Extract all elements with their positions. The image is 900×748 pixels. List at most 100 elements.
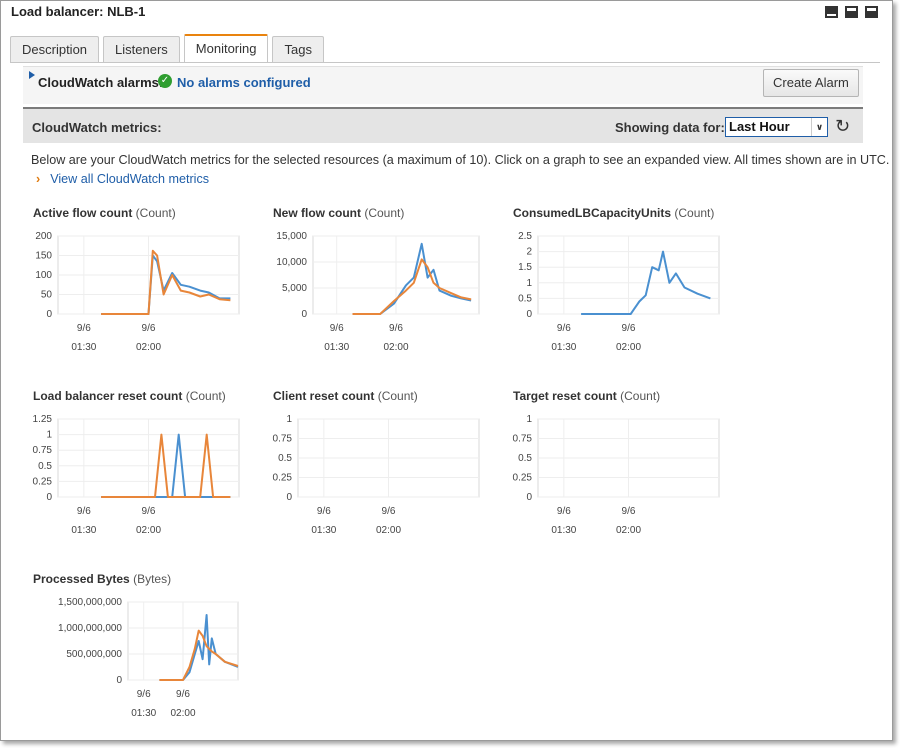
chart-svg: 0 50 100 150 200 9/6 01:30 9/6 02:00	[35, 231, 240, 353]
x-tick-date: 9/6	[77, 323, 91, 334]
chart-title-name: Load balancer reset count	[33, 389, 183, 403]
metrics-description: Below are your CloudWatch metrics for th…	[31, 153, 890, 167]
chart-title-unit: (Count)	[182, 389, 226, 403]
refresh-icon[interactable]: ↻	[835, 116, 851, 136]
y-tick-label: 0.25	[33, 476, 53, 487]
y-tick-label: 1.5	[518, 262, 532, 273]
y-tick-label: 15,000	[276, 231, 307, 242]
alarms-status: No alarms configured	[177, 75, 311, 90]
y-tick-label: 5,000	[282, 283, 307, 294]
expand-triangle-icon[interactable]	[29, 71, 35, 79]
y-tick-label: 0.75	[33, 445, 53, 456]
chart-title-unit: (Count)	[671, 206, 715, 220]
x-tick-date: 9/6	[142, 323, 156, 334]
create-alarm-button[interactable]: Create Alarm	[763, 69, 859, 97]
y-tick-label: 1,000,000,000	[58, 623, 122, 634]
x-tick-time: 02:00	[136, 342, 161, 353]
y-tick-label: 0	[526, 309, 532, 320]
series-line	[159, 614, 239, 681]
chart-client-reset-count[interactable]: Client reset count (Count) 0 0.25 0.5 0.75 1 9…	[273, 389, 503, 549]
chart-title: Processed Bytes (Bytes)	[33, 572, 171, 586]
tab-listeners[interactable]: Listeners	[103, 36, 180, 63]
chart-target-reset-count[interactable]: Target reset count (Count) 0 0.25 0.5 0.75 1 9…	[513, 389, 743, 549]
y-tick-label: 0.25	[513, 473, 533, 484]
view-all-metrics-link[interactable]: › View all CloudWatch metrics	[36, 172, 209, 186]
chart-title-name: ConsumedLBCapacityUnits	[513, 206, 672, 220]
chart-title-name: Processed Bytes	[33, 572, 130, 586]
x-tick-date: 9/6	[317, 506, 331, 517]
chart-title-unit: (Bytes)	[129, 572, 172, 586]
chart-title: Target reset count (Count)	[513, 389, 660, 403]
metrics-label: CloudWatch metrics:	[32, 120, 162, 135]
x-tick-time: 01:30	[311, 525, 336, 536]
chart-svg: 0 500,000,000 1,000,000,000 1,500,000,000 9/…	[58, 597, 239, 719]
chart-title-unit: (Count)	[374, 389, 418, 403]
cloudwatch-metrics-header: CloudWatch metrics: Showing data for: La…	[23, 107, 863, 143]
y-tick-label: 10,000	[276, 257, 307, 268]
chart-title: Active flow count (Count)	[33, 206, 176, 220]
y-tick-label: 0.5	[278, 453, 292, 464]
series-line	[352, 242, 472, 315]
series-line	[352, 258, 472, 315]
y-tick-label: 150	[35, 251, 52, 262]
chart-svg: 0 0.25 0.5 0.75 1 1.25 9/6 01:30 9/6 02:00	[33, 414, 240, 536]
chevron-right-icon: ›	[36, 172, 41, 186]
x-tick-date: 9/6	[77, 506, 91, 517]
x-tick-time: 02:00	[136, 525, 161, 536]
chart-lb-reset-count[interactable]: Load balancer reset count (Count) 0 0.25 0.…	[33, 389, 263, 549]
x-tick-date: 9/6	[142, 506, 156, 517]
x-tick-time: 01:30	[71, 342, 96, 353]
y-tick-label: 100	[35, 270, 52, 281]
minimize-icon[interactable]	[825, 6, 838, 18]
x-tick-time: 02:00	[170, 708, 195, 719]
page-title: Load balancer: NLB-1	[11, 4, 146, 19]
tab-tags[interactable]: Tags	[272, 36, 324, 63]
y-tick-label: 1	[286, 414, 292, 425]
y-tick-label: 1	[526, 414, 532, 425]
x-tick-date: 9/6	[557, 506, 571, 517]
y-tick-label: 0	[301, 309, 307, 320]
y-tick-label: 1	[46, 430, 52, 441]
x-tick-date: 9/6	[622, 323, 636, 334]
chart-svg: 0 0.25 0.5 0.75 1 9/6 01:30 9/6 02:00	[273, 414, 480, 536]
chart-title-name: Target reset count	[513, 389, 617, 403]
chart-new-flow-count[interactable]: New flow count (Count) 0 5,000 10,000 15,000…	[273, 206, 503, 366]
cloudwatch-alarms-bar: CloudWatch alarms: ✓ No alarms configure…	[23, 66, 863, 104]
x-tick-time: 02:00	[616, 525, 641, 536]
y-tick-label: 0	[286, 492, 292, 503]
chart-processed-bytes[interactable]: Processed Bytes (Bytes) 0 500,000,000 1,000…	[33, 572, 263, 732]
time-range-select[interactable]: Last Hour ∨	[725, 117, 828, 137]
y-tick-label: 0	[116, 675, 122, 686]
x-tick-time: 02:00	[383, 342, 408, 353]
series-line	[159, 629, 239, 681]
x-tick-date: 9/6	[176, 689, 190, 700]
chart-title: Load balancer reset count (Count)	[33, 389, 226, 403]
chart-title-unit: (Count)	[616, 389, 661, 403]
x-tick-time: 02:00	[616, 342, 641, 353]
tab-description[interactable]: Description	[10, 36, 100, 63]
y-tick-label: 0	[46, 309, 52, 320]
showing-data-label: Showing data for:	[615, 120, 725, 135]
time-range-value: Last Hour	[729, 119, 790, 134]
series-line	[101, 254, 231, 315]
chart-title: New flow count (Count)	[273, 206, 404, 220]
maximize-icon[interactable]	[865, 6, 878, 18]
split-icon[interactable]	[845, 6, 858, 18]
series-line	[101, 433, 231, 498]
x-tick-date: 9/6	[382, 506, 396, 517]
chart-svg: 0 5,000 10,000 15,000 9/6 01:30 9/6 02:00	[276, 231, 480, 353]
tab-monitoring[interactable]: Monitoring	[183, 34, 269, 63]
chart-svg: 0 0.25 0.5 0.75 1 9/6 01:30 9/6 02:00	[513, 414, 720, 536]
x-tick-date: 9/6	[557, 323, 571, 334]
y-tick-label: 0	[526, 492, 532, 503]
tab-divider	[10, 62, 880, 63]
y-tick-label: 1.25	[33, 414, 53, 425]
chart-consumed-lcu[interactable]: ConsumedLBCapacityUnits (Count) 0 0.5 1 1.5 2…	[513, 206, 743, 366]
y-tick-label: 2	[526, 247, 532, 258]
chart-active-flow-count[interactable]: Active flow count (Count) 0 50 100 150 200 9/6…	[33, 206, 263, 366]
chart-title-unit: (Count)	[132, 206, 176, 220]
series-line	[101, 249, 231, 315]
x-tick-time: 01:30	[324, 342, 349, 353]
y-tick-label: 200	[35, 231, 52, 242]
chart-title-unit: (Count)	[361, 206, 405, 220]
